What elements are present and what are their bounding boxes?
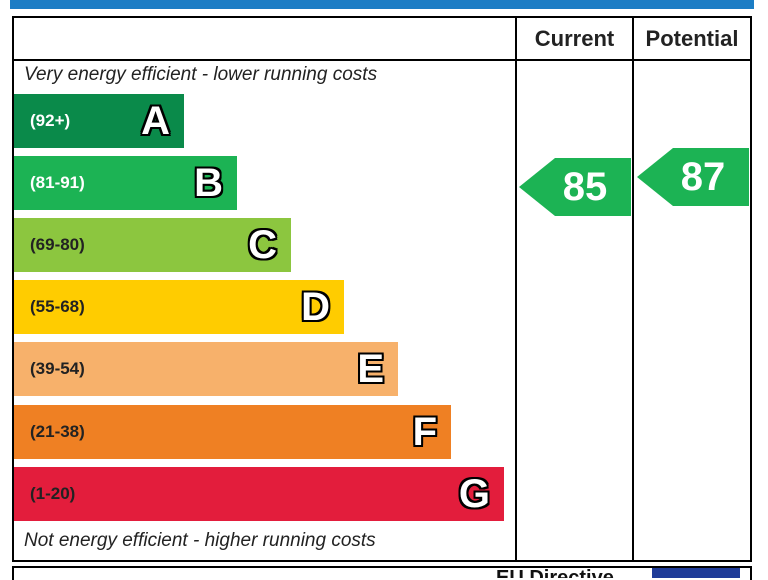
band-f: (21-38) F: [14, 405, 451, 459]
potential-rating-arrow: 87: [637, 148, 749, 206]
band-letter: A: [141, 99, 170, 143]
band-c: (69-80) C: [14, 218, 291, 272]
band-range-label: (81-91): [30, 173, 85, 192]
top-caption: Very energy efficient - lower running co…: [24, 64, 378, 85]
eu-directive-label: EU Directive: [496, 567, 614, 578]
band-g: (1-20) G: [14, 467, 504, 521]
band-range-label: (69-80): [30, 235, 85, 254]
potential-rating-value: 87: [680, 154, 726, 199]
band-letter: G: [458, 472, 490, 516]
top-color-bar: [10, 0, 754, 9]
band-range-label: (1-20): [30, 484, 76, 503]
footer-strip: [12, 566, 752, 580]
current-arrow-shape: [519, 158, 631, 216]
epc-chart-frame: [12, 16, 752, 562]
band-letter: E: [357, 347, 384, 391]
band-range-label: (39-54): [30, 359, 85, 378]
bottom-caption: Not energy efficient - higher running co…: [24, 530, 376, 551]
current-rating-value: 85: [562, 164, 608, 209]
current-column-header: Current: [534, 26, 615, 51]
band-range-label: (92+): [30, 111, 71, 130]
potential-arrow-shape: [637, 148, 749, 206]
current-column-divider: [515, 16, 517, 562]
band-e: (39-54) E: [14, 342, 398, 396]
band-range-label: (21-38): [30, 422, 85, 441]
band-letter: C: [248, 223, 277, 267]
header-divider: [12, 59, 752, 61]
potential-column-divider: [632, 16, 634, 562]
band-b: (81-91) B: [14, 156, 237, 210]
band-letter: D: [301, 285, 330, 329]
band-d: (55-68) D: [14, 280, 344, 334]
band-a: (92+) A: [14, 94, 184, 148]
potential-column-header: Potential: [645, 26, 739, 51]
eu-flag-icon: [652, 568, 740, 578]
band-range-label: (55-68): [30, 297, 85, 316]
current-rating-arrow: 85: [519, 158, 631, 216]
band-letter: B: [194, 161, 223, 205]
band-letter: F: [412, 410, 437, 454]
